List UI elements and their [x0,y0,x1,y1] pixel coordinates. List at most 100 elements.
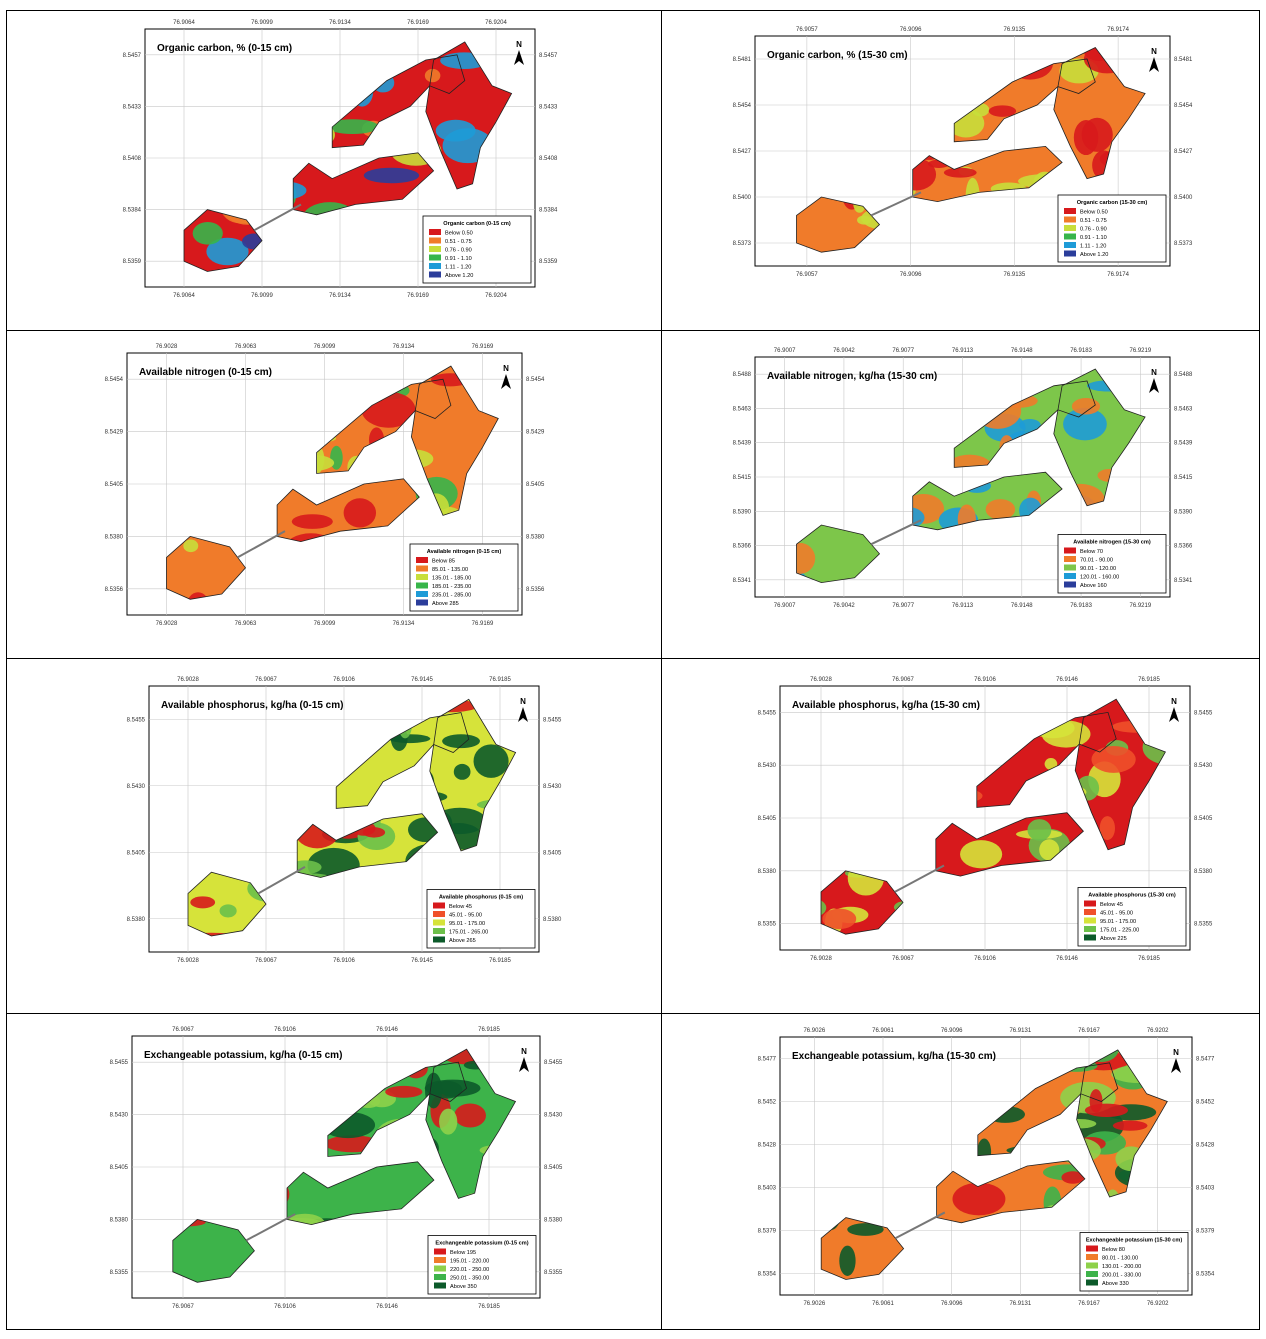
left-tick-label: 8.5380 [110,1217,129,1223]
north-label: N [1173,1048,1179,1057]
row-divider [7,658,1259,659]
legend-label: 120.01 - 160.00 [1080,575,1119,581]
class-patch [1039,839,1060,861]
class-patch [1073,119,1099,156]
class-patch [1027,819,1052,841]
bottom-tick-label: 76.9028 [156,621,178,627]
legend-label: 95.01 - 175.00 [449,921,485,927]
right-tick-label: 8.5429 [526,430,545,436]
road-link [237,530,286,559]
top-tick-label: 76.9028 [156,344,178,350]
legend: Available phosphorus (0-15 cm) Below 45 45… [426,889,536,949]
bottom-tick-label: 76.9099 [251,293,273,299]
top-tick-label: 76.9169 [472,344,494,350]
left-tick-label: 8.5359 [123,259,142,265]
class-patch [362,827,386,838]
left-tick-label: 8.5405 [110,1165,129,1171]
legend-label: Above 285 [432,601,459,607]
top-tick-label: 76.9148 [1011,348,1033,354]
top-tick-label: 76.9063 [235,344,257,350]
row-divider [7,330,1259,331]
map-title: Available phosphorus, kg/ha (15-30 cm) [792,700,980,711]
bottom-tick-label: 76.9113 [952,603,974,609]
map-panel: 76.9028 76.9067 76.9106 76.9145 76.9185 76.90… [127,677,562,964]
class-patch [190,896,216,909]
top-tick-label: 76.9057 [796,27,818,33]
legend-label: Below 85 [432,559,455,565]
class-patch [439,1108,458,1135]
legend-swatch [416,565,428,572]
right-tick-label: 8.5359 [539,259,558,265]
right-tick-label: 8.5405 [1194,816,1213,822]
map-panel: 76.9064 76.9099 76.9134 76.9169 76.9204 76.90… [123,20,558,299]
legend-swatch [1064,250,1076,257]
field-outline [410,365,499,516]
bottom-tick-label: 76.9067 [172,1304,194,1310]
field-outline [1053,46,1146,180]
map-panel: 76.9057 76.9096 76.9135 76.9174 76.9057 76.90… [733,27,1193,278]
bottom-tick-label: 76.9134 [393,621,415,627]
legend-swatch [1084,909,1096,915]
legend-swatch [416,599,428,606]
class-patch [1112,1120,1148,1131]
bottom-tick-label: 76.9057 [796,272,818,278]
left-tick-label: 8.5405 [758,816,777,822]
legend: Available nitrogen (0-15 cm) Below 85 85.0… [409,543,519,612]
legend-label: 45.01 - 95.00 [449,913,482,919]
bottom-tick-label: 76.9067 [892,956,914,962]
road-link [894,1211,946,1240]
bottom-tick-label: 76.9185 [478,1304,500,1310]
legend-label: Above 160 [1080,583,1107,589]
class-patch [960,840,1003,869]
legend: Organic carbon (15-30 cm) Below 0.50 0.51 … [1057,194,1167,263]
left-tick-label: 8.5429 [105,430,124,436]
legend-label: 235.01 - 285.00 [432,593,471,599]
map-title: Available phosphorus, kg/ha (0-15 cm) [161,700,343,711]
right-tick-label: 8.5454 [526,377,545,383]
right-tick-label: 8.5433 [539,104,558,110]
class-patch [1063,407,1107,441]
left-tick-label: 8.5380 [105,534,124,540]
left-tick-label: 8.5380 [127,917,146,923]
left-tick-label: 8.5455 [110,1060,129,1066]
left-tick-label: 8.5488 [733,372,752,378]
road-link [245,1213,296,1242]
legend-label: 0.76 - 0.90 [1080,227,1107,233]
map-panel: 76.9028 76.9067 76.9106 76.9146 76.9185 76.90… [758,677,1213,962]
legend-label: 175.01 - 265.00 [449,930,488,936]
top-tick-label: 76.9135 [1004,27,1026,33]
top-tick-label: 76.9106 [333,677,355,683]
north-arrow-icon [519,1057,529,1072]
field-outline [912,471,1063,531]
map-title: Exchangeable potassium, kg/ha (0-15 cm) [144,1050,342,1061]
bottom-tick-label: 76.9061 [872,1301,894,1307]
right-tick-label: 8.5454 [1174,103,1193,109]
legend-label: 1.11 - 1.20 [445,265,471,271]
left-tick-label: 8.5430 [758,763,777,769]
field-outline [286,1161,435,1226]
legend-label: 135.01 - 185.00 [432,576,471,582]
class-patch [363,167,420,184]
top-tick-label: 76.9169 [407,20,429,26]
figure-grid: 76.9064 76.9099 76.9134 76.9169 76.9204 76.90… [6,10,1260,1330]
legend-label: Below 0.50 [1080,210,1108,216]
right-tick-label: 8.5354 [1196,1272,1215,1278]
right-tick-label: 8.5380 [1194,869,1213,875]
right-tick-label: 8.5427 [1174,149,1193,155]
legend-label: 220.01 - 250.00 [450,1267,489,1273]
top-tick-label: 76.9146 [1056,677,1078,683]
bottom-tick-label: 76.9106 [974,956,996,962]
right-tick-label: 8.5430 [543,784,562,790]
legend-label: Above 1.20 [445,273,473,279]
left-tick-label: 8.5379 [758,1229,777,1235]
bottom-tick-label: 76.9064 [173,293,195,299]
class-patch [822,908,857,930]
bottom-tick-label: 76.9167 [1078,1301,1100,1307]
north-label: N [1151,368,1157,377]
legend-swatch [429,237,441,244]
legend-label: 0.91 - 1.10 [445,256,472,262]
legend-swatch [1064,573,1076,579]
map-panel: 76.9028 76.9063 76.9099 76.9134 76.9169 76.90… [105,344,545,627]
left-tick-label: 8.5341 [733,578,752,584]
field-outline [820,1217,905,1280]
